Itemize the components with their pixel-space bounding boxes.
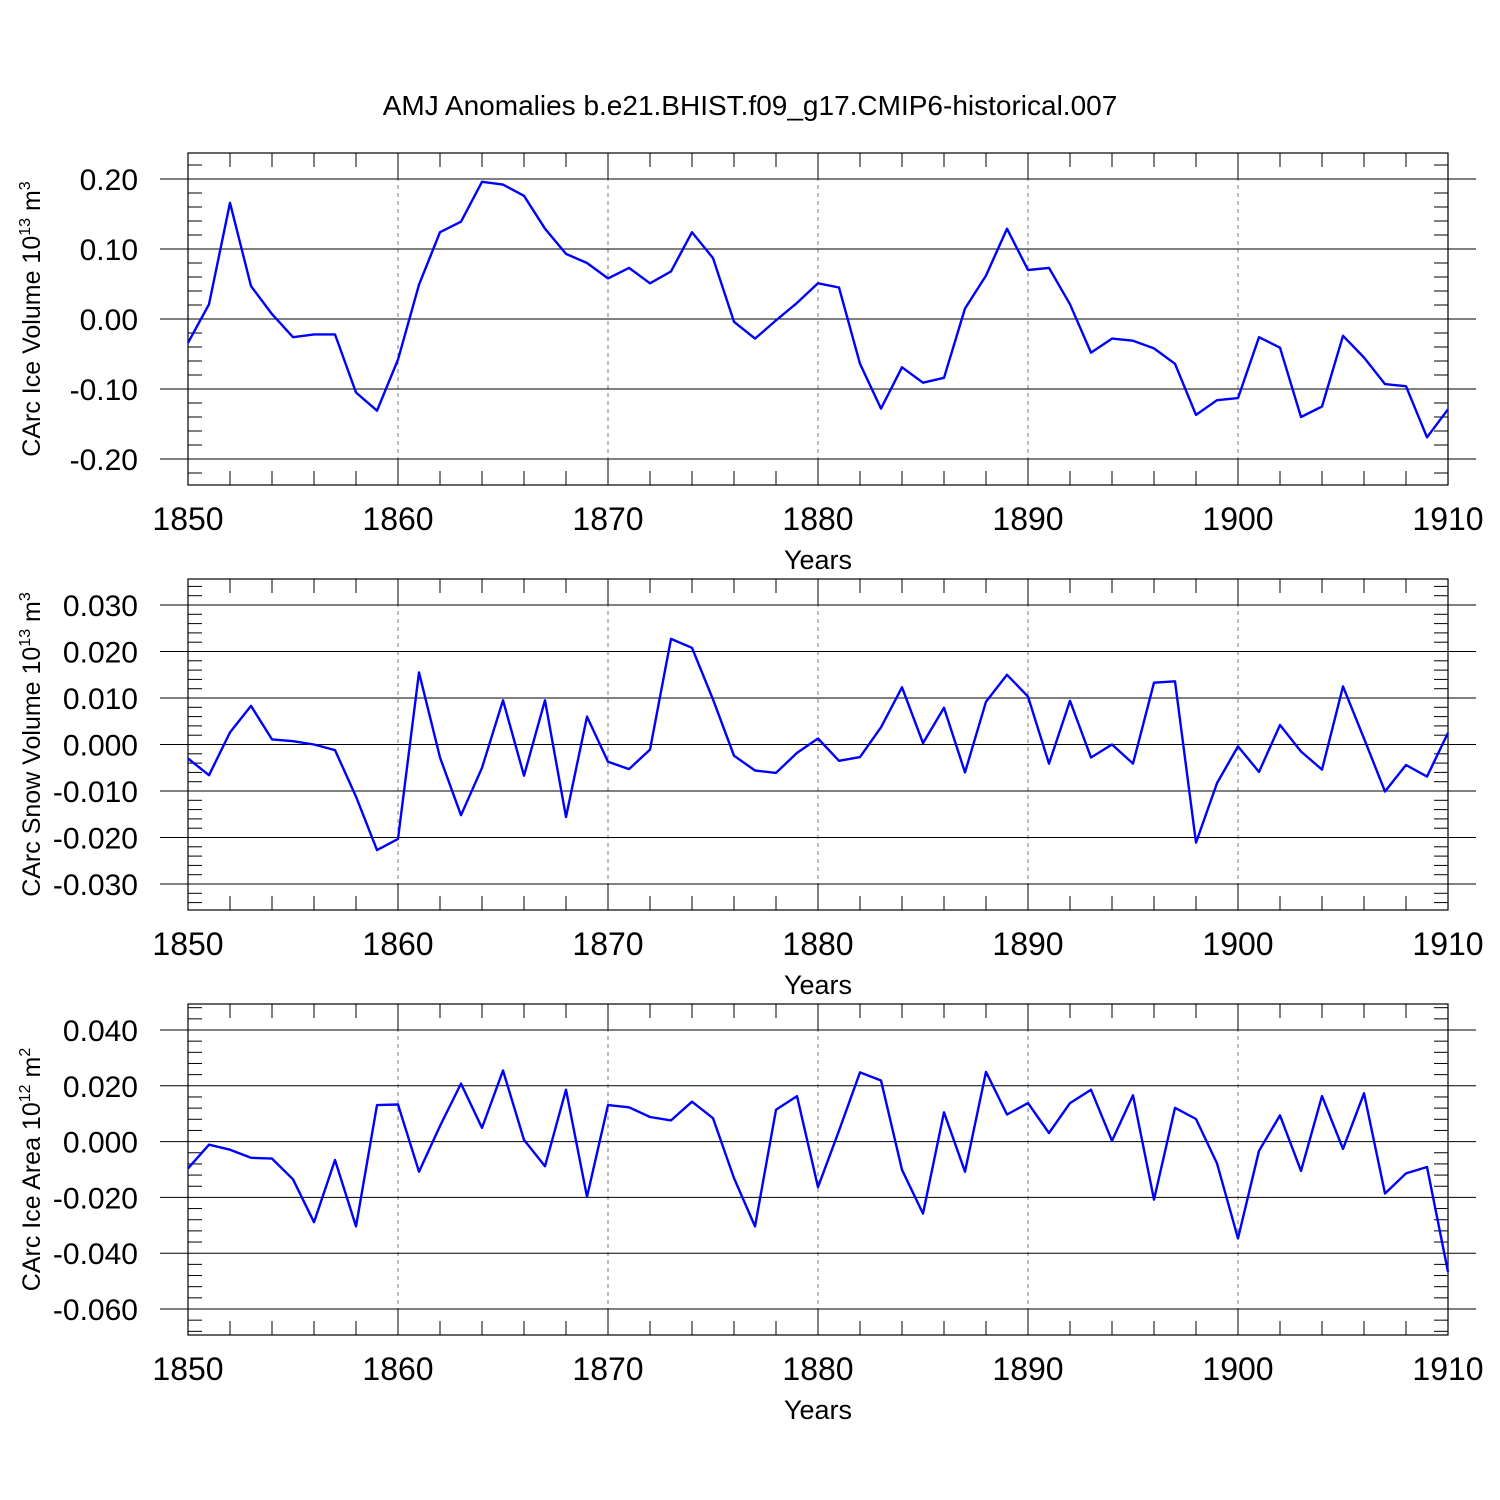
y-axis-label: CArc Snow Volume 1013 m3 bbox=[17, 592, 46, 897]
y-tick-label: 0.000 bbox=[63, 730, 138, 763]
y-axis-label-superscript: 13 bbox=[17, 218, 34, 236]
series-line bbox=[187, 1069, 1450, 1273]
y-tick-label: 0.00 bbox=[80, 304, 138, 337]
x-tick-label: 1850 bbox=[152, 926, 223, 962]
x-tick-label: 1910 bbox=[1412, 926, 1483, 962]
series-line bbox=[186, 180, 1449, 439]
panels: 0.20 0.10 0.00 -0.10 -0.20 1850 1860 1870 1880 18… bbox=[17, 152, 1484, 1425]
x-tick-label: 1870 bbox=[572, 501, 643, 537]
y-axis-label-part: m bbox=[18, 1057, 46, 1085]
y-tick-label: 0.040 bbox=[63, 1015, 138, 1048]
y-tick-label: -0.030 bbox=[53, 869, 138, 902]
x-tick-label: 1880 bbox=[782, 926, 853, 962]
x-tick-label: 1900 bbox=[1202, 926, 1273, 962]
x-tick-label: 1900 bbox=[1202, 501, 1273, 537]
x-tick-label: 1890 bbox=[992, 501, 1063, 537]
y-tick-label: 0.020 bbox=[63, 637, 138, 670]
y-tick-label: 0.010 bbox=[63, 683, 138, 716]
x-tick-label: 1900 bbox=[1202, 1351, 1273, 1387]
y-tick-label: -0.040 bbox=[53, 1238, 138, 1271]
x-tick-label: 1880 bbox=[782, 1351, 853, 1387]
y-axis-label: CArc Ice Volume 1013 m3 bbox=[17, 181, 46, 457]
x-axis-label: Years bbox=[784, 545, 852, 575]
y-axis-label-superscript: 13 bbox=[17, 629, 34, 647]
y-tick-label: 0.020 bbox=[63, 1071, 138, 1104]
y-axis-label-part: CArc Ice Area 10 bbox=[18, 1102, 46, 1291]
x-tick-label: 1890 bbox=[992, 1351, 1063, 1387]
chart-panel-2: 0.030 0.020 0.010 0.000 -0.010 -0.020 -0.030 18… bbox=[17, 578, 1484, 1000]
x-tick-label: 1880 bbox=[782, 501, 853, 537]
y-axis-label-superscript: 3 bbox=[17, 181, 34, 190]
y-axis-label-superscript: 2 bbox=[17, 1048, 34, 1057]
y-tick-label: -0.20 bbox=[70, 444, 138, 477]
x-tick-label: 1890 bbox=[992, 926, 1063, 962]
y-tick-label: -0.020 bbox=[53, 1182, 138, 1215]
x-tick-label: 1850 bbox=[152, 1351, 223, 1387]
figure-title: AMJ Anomalies b.e21.BHIST.f09_g17.CMIP6-… bbox=[383, 90, 1118, 121]
y-tick-label: 0.030 bbox=[63, 590, 138, 623]
y-axis-label-part: CArc Ice Volume 10 bbox=[18, 236, 46, 457]
series-line bbox=[187, 637, 1450, 852]
x-tick-label: 1860 bbox=[362, 1351, 433, 1387]
y-axis-label-part: m bbox=[18, 601, 46, 629]
x-tick-label: 1860 bbox=[362, 926, 433, 962]
y-tick-label: -0.010 bbox=[53, 776, 138, 809]
y-tick-label: 0.000 bbox=[63, 1127, 138, 1160]
y-axis-label-superscript: 12 bbox=[17, 1084, 34, 1102]
x-tick-label: 1870 bbox=[572, 1351, 643, 1387]
y-tick-label: 0.10 bbox=[80, 234, 138, 267]
y-tick-label: -0.10 bbox=[70, 374, 138, 407]
x-tick-label: 1870 bbox=[572, 926, 643, 962]
y-tick-label: -0.020 bbox=[53, 823, 138, 856]
y-tick-label: 0.20 bbox=[80, 164, 138, 197]
x-tick-label: 1860 bbox=[362, 501, 433, 537]
x-tick-label: 1910 bbox=[1412, 501, 1483, 537]
x-axis-label: Years bbox=[784, 1395, 852, 1425]
x-tick-label: 1910 bbox=[1412, 1351, 1483, 1387]
y-axis-label: CArc Ice Area 1012 m2 bbox=[17, 1048, 46, 1292]
y-axis-label-part: CArc Snow Volume 10 bbox=[18, 647, 46, 897]
y-tick-label: -0.060 bbox=[53, 1294, 138, 1327]
x-axis-label: Years bbox=[784, 970, 852, 1000]
y-axis-label-superscript: 3 bbox=[17, 592, 34, 601]
x-tick-label: 1850 bbox=[152, 501, 223, 537]
y-axis-label-part: m bbox=[18, 190, 46, 218]
chart-panel-3: 0.040 0.020 0.000 -0.020 -0.040 -0.060 1850 186… bbox=[17, 1003, 1484, 1425]
chart-panel-1: 0.20 0.10 0.00 -0.10 -0.20 1850 1860 1870 1880 18… bbox=[17, 152, 1484, 575]
